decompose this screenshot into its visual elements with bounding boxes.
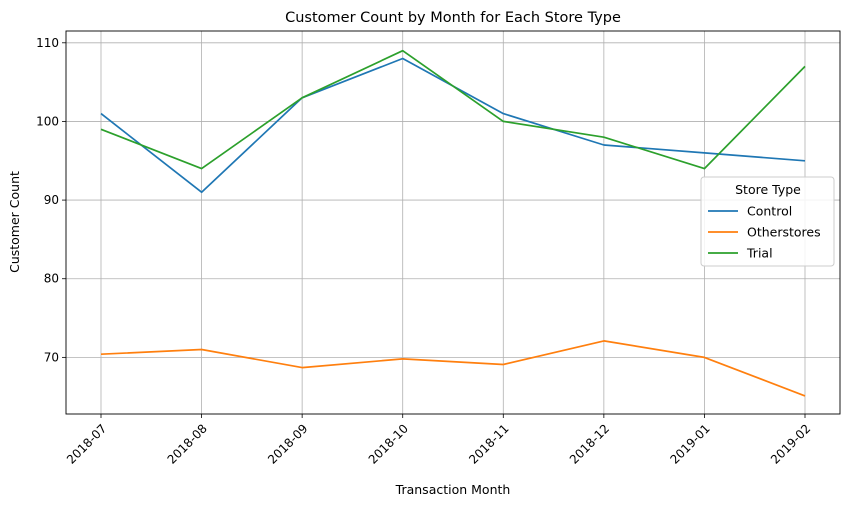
- series-line-otherstores: [100, 340, 806, 397]
- y-tick-label: 80: [44, 272, 59, 286]
- series-lines: [100, 49, 806, 397]
- legend: Store Type Control Otherstores Trial: [700, 176, 835, 267]
- plot-frame: [65, 30, 841, 415]
- x-tick-label: 2019-02: [768, 421, 813, 466]
- chart-title: Customer Count by Month for Each Store T…: [285, 10, 621, 26]
- legend-label-control: Control: [747, 204, 792, 219]
- x-tick-label: 2018-10: [366, 421, 411, 466]
- legend-title: Store Type: [735, 182, 801, 197]
- series-line-trial: [100, 49, 806, 170]
- grid-lines: [66, 31, 840, 414]
- x-tick-label: 2018-07: [64, 421, 109, 466]
- y-tick-label: 110: [36, 36, 59, 50]
- y-axis-ticks: 70 80 90 100 110: [36, 36, 66, 364]
- x-axis-label: Transaction Month: [395, 482, 511, 497]
- legend-label-trial: Trial: [746, 246, 773, 261]
- y-tick-label: 90: [44, 193, 59, 207]
- x-tick-label: 2018-11: [466, 421, 511, 466]
- x-tick-label: 2018-12: [567, 421, 612, 466]
- legend-box: [700, 176, 835, 267]
- x-tick-label: 2019-01: [667, 421, 712, 466]
- y-tick-label: 100: [36, 114, 59, 128]
- x-tick-label: 2018-08: [165, 421, 210, 466]
- x-axis-ticks: 2018-07 2018-08 2018-09 2018-10 2018-11 2018-…: [64, 414, 813, 467]
- y-tick-label: 70: [44, 350, 59, 364]
- legend-label-otherstores: Otherstores: [747, 225, 821, 240]
- series-line-control: [100, 57, 806, 194]
- x-tick-label: 2018-09: [265, 421, 310, 466]
- y-axis-label: Customer Count: [7, 171, 22, 273]
